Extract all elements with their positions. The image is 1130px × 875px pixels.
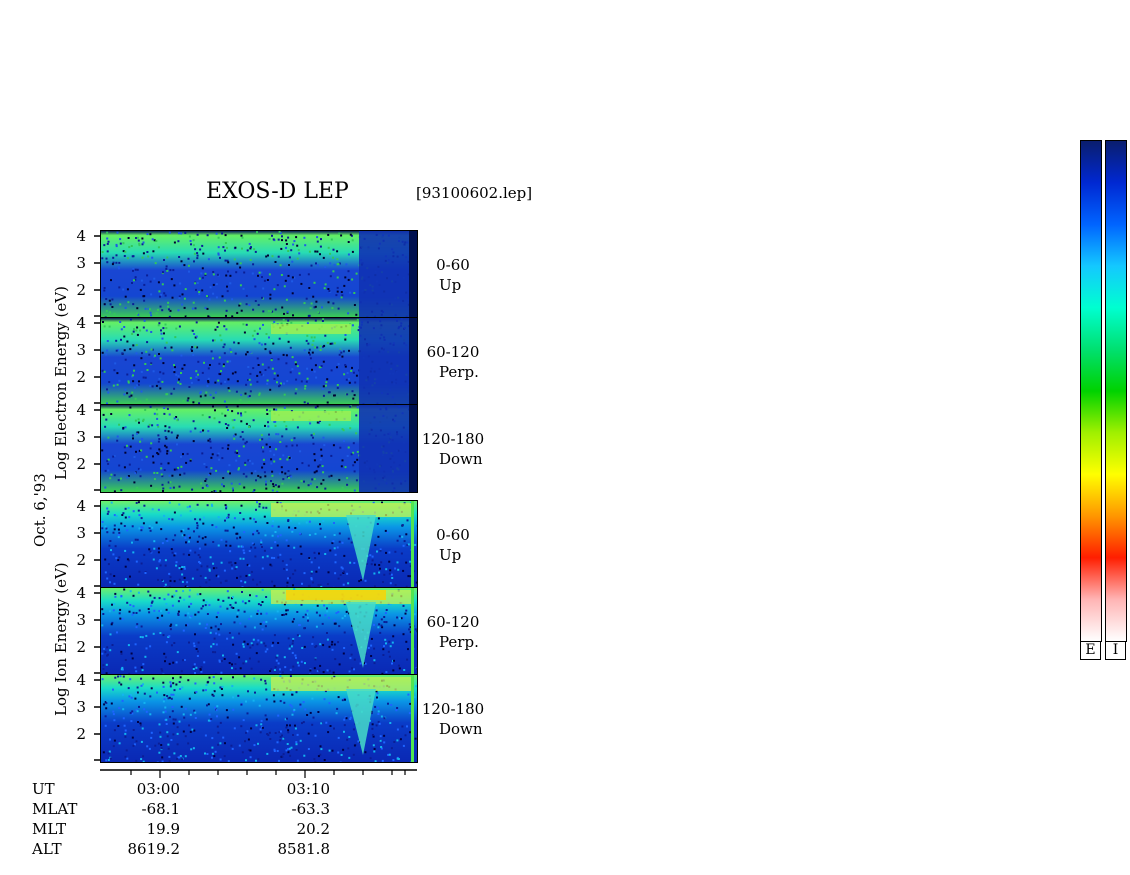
spectrogram-texture bbox=[101, 588, 417, 675]
y-tick-label: 2 bbox=[76, 455, 86, 473]
pitch-direction-label: Down bbox=[439, 450, 483, 468]
row-label-mlat: MLAT bbox=[32, 800, 78, 818]
y-tick-label: 4 bbox=[76, 584, 86, 602]
y-tick-label: 2 bbox=[76, 725, 86, 743]
pitch-direction-label: Up bbox=[439, 546, 462, 564]
colorbar-electron bbox=[1080, 140, 1102, 642]
time-axis bbox=[100, 769, 417, 778]
pitch-range-label: 60-120 bbox=[426, 343, 480, 361]
y-tick-label: 3 bbox=[76, 698, 86, 716]
y-axis-i-down: 2 3 4 bbox=[76, 671, 100, 761]
y-axis-i-perp: 2 3 4 bbox=[76, 584, 100, 674]
y-tick-label: 3 bbox=[76, 611, 86, 629]
y-tick-label: 4 bbox=[76, 671, 86, 689]
row-label-alt: ALT bbox=[32, 840, 62, 858]
row-label-mlt: MLT bbox=[32, 820, 67, 838]
ut-col2: 03:10 bbox=[286, 780, 330, 798]
pitch-range-label: 120-180 bbox=[421, 430, 485, 448]
y-tick-label: 4 bbox=[76, 401, 86, 419]
colorbar-label-i: I bbox=[1105, 641, 1126, 660]
chart-title: EXOS-D LEP bbox=[206, 179, 349, 204]
spectrogram-panel-i-down bbox=[100, 674, 418, 763]
colorbar-label-e: E bbox=[1080, 641, 1101, 660]
pitch-direction-label: Perp. bbox=[439, 633, 479, 651]
row-label-ut: UT bbox=[32, 780, 55, 798]
ut-col1: 03:00 bbox=[136, 780, 180, 798]
y-axis-e-up: 2 3 4 bbox=[76, 227, 100, 317]
ion-ylabel: Log Ion Energy (eV) bbox=[52, 562, 70, 716]
y-tick-label: 2 bbox=[76, 638, 86, 656]
y-tick-label: 3 bbox=[76, 341, 86, 359]
alt-col1: 8619.2 bbox=[127, 840, 181, 858]
date-label: Oct. 6,'93 bbox=[31, 473, 49, 547]
spectrogram-panel-i-up bbox=[100, 500, 418, 589]
y-tick-label: 3 bbox=[76, 254, 86, 272]
y-axis-e-perp: 2 3 4 bbox=[76, 314, 100, 404]
pitch-range-label: 0-60 bbox=[436, 256, 470, 274]
pitch-range-label: 0-60 bbox=[436, 526, 470, 544]
mlt-col2: 20.2 bbox=[296, 820, 330, 838]
mlt-col1: 19.9 bbox=[146, 820, 180, 838]
spectrogram-panel-e-up bbox=[100, 230, 418, 319]
y-tick-label: 2 bbox=[76, 551, 86, 569]
y-tick-label: 3 bbox=[76, 428, 86, 446]
pitch-range-label: 120-180 bbox=[421, 700, 485, 718]
colorbar-ion bbox=[1105, 140, 1127, 642]
y-tick-label: 2 bbox=[76, 368, 86, 386]
pitch-direction-label: Down bbox=[439, 720, 483, 738]
y-tick-label: 2 bbox=[76, 281, 86, 299]
mlat-col1: -68.1 bbox=[141, 800, 180, 818]
electron-ylabel: Log Electron Energy (eV) bbox=[52, 286, 70, 480]
y-tick-label: 4 bbox=[76, 497, 86, 515]
y-tick-label: 4 bbox=[76, 227, 86, 245]
y-tick-label: 4 bbox=[76, 314, 86, 332]
pitch-range-label: 60-120 bbox=[426, 613, 480, 631]
spectrogram-panel-e-down bbox=[100, 404, 418, 493]
spectrogram-panel-e-perp bbox=[100, 317, 418, 406]
y-axis-e-down: 2 3 4 bbox=[76, 401, 100, 491]
mlat-col2: -63.3 bbox=[291, 800, 330, 818]
file-label: [93100602.lep] bbox=[416, 184, 533, 202]
pitch-direction-label: Perp. bbox=[439, 363, 479, 381]
spectrogram-panel-i-perp bbox=[100, 587, 418, 676]
pitch-direction-label: Up bbox=[439, 276, 462, 294]
y-axis-i-up: 2 3 4 bbox=[76, 497, 100, 587]
alt-col2: 8581.8 bbox=[277, 840, 331, 858]
y-tick-label: 3 bbox=[76, 524, 86, 542]
